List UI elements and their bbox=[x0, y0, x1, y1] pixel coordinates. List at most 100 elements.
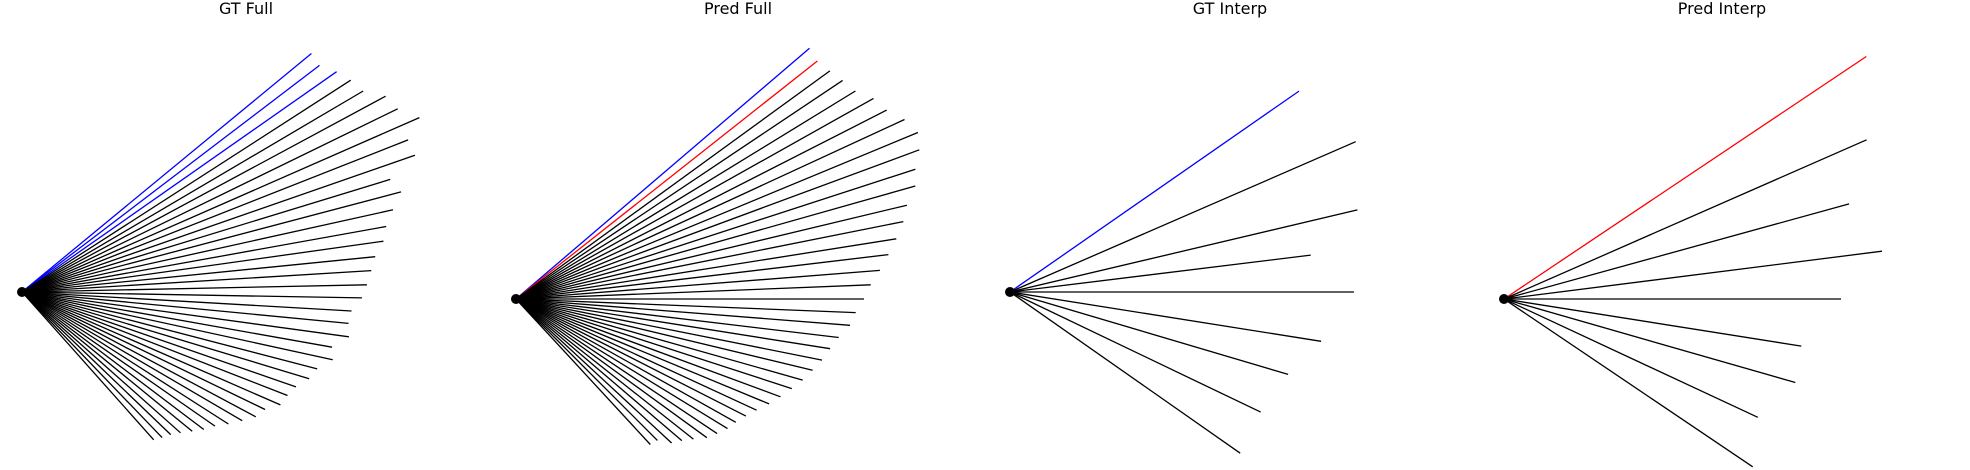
ray-25 bbox=[21, 291, 310, 380]
ray-27 bbox=[21, 291, 288, 397]
ray-29 bbox=[515, 298, 757, 411]
highlight-ray-1 bbox=[515, 60, 818, 300]
ray-20 bbox=[515, 298, 851, 326]
ray-2 bbox=[1009, 209, 1358, 293]
ray-15 bbox=[515, 253, 889, 300]
ray-20 bbox=[21, 291, 349, 325]
ray-38 bbox=[21, 291, 163, 439]
fan-diagram bbox=[511, 47, 920, 445]
ray-34 bbox=[515, 298, 708, 439]
ray-19 bbox=[515, 298, 856, 314]
fan-diagram bbox=[1005, 90, 1358, 454]
ray-2 bbox=[515, 70, 831, 300]
ray-1 bbox=[1503, 139, 1867, 300]
ray-22 bbox=[21, 291, 333, 348]
fan-diagram bbox=[17, 52, 420, 441]
ray-36 bbox=[21, 291, 181, 434]
panel-gt-interp: GT Interp bbox=[984, 0, 1476, 470]
highlight-ray-1 bbox=[21, 64, 320, 293]
ray-36 bbox=[515, 298, 683, 442]
ray-16 bbox=[515, 269, 880, 300]
ray-32 bbox=[515, 298, 728, 430]
ray-8 bbox=[1009, 291, 1241, 454]
ray-14 bbox=[515, 238, 897, 300]
ray-12 bbox=[515, 204, 908, 300]
fan-diagram bbox=[1499, 55, 1883, 468]
panel-gt-interp: Pred Interp bbox=[1476, 0, 1968, 470]
ray-7 bbox=[21, 117, 420, 293]
ray-3 bbox=[1009, 254, 1311, 293]
ray-12 bbox=[21, 209, 394, 293]
ray-6 bbox=[1009, 291, 1289, 376]
ray-26 bbox=[515, 298, 793, 390]
ray-0 bbox=[515, 47, 810, 300]
ray-35 bbox=[21, 291, 193, 432]
highlight-ray-2 bbox=[21, 71, 337, 293]
ray-29 bbox=[21, 291, 266, 411]
ray-10 bbox=[515, 168, 916, 300]
ray-21 bbox=[21, 291, 349, 338]
ray-33 bbox=[515, 298, 718, 435]
ray-8 bbox=[1503, 298, 1754, 468]
ray-23 bbox=[21, 291, 333, 361]
ray-13 bbox=[515, 220, 904, 300]
ray-4 bbox=[21, 90, 364, 293]
ray-37 bbox=[21, 291, 172, 436]
ray-25 bbox=[515, 298, 803, 381]
ray-18 bbox=[21, 291, 362, 299]
ray-5 bbox=[515, 97, 874, 300]
ray-6 bbox=[21, 108, 398, 293]
ray-16 bbox=[21, 269, 372, 293]
ray-3 bbox=[1503, 250, 1883, 300]
ray-10 bbox=[21, 178, 391, 293]
ray-24 bbox=[21, 291, 318, 370]
ray-6 bbox=[1503, 298, 1796, 384]
ray-4 bbox=[515, 90, 856, 300]
ray-5 bbox=[1009, 291, 1322, 342]
ray-24 bbox=[515, 298, 813, 371]
ray-7 bbox=[515, 118, 905, 300]
ray-37 bbox=[515, 298, 673, 444]
panel-gt-full: GT Full bbox=[0, 0, 492, 470]
panel-title: Pred Interp bbox=[1677, 0, 1767, 18]
ray-38 bbox=[515, 298, 658, 441]
origin-dot bbox=[17, 287, 27, 297]
ray-17 bbox=[515, 284, 871, 300]
ray-21 bbox=[515, 298, 839, 339]
ray-3 bbox=[21, 79, 352, 293]
ray-19 bbox=[21, 291, 352, 312]
origin-dot bbox=[1005, 287, 1015, 297]
ray-22 bbox=[515, 298, 831, 350]
ray-39 bbox=[21, 291, 155, 441]
ray-14 bbox=[21, 240, 384, 293]
highlight-ray-0 bbox=[1009, 90, 1300, 293]
ray-28 bbox=[515, 298, 770, 405]
ray-30 bbox=[21, 291, 257, 418]
ray-1 bbox=[1009, 141, 1356, 293]
ray-32 bbox=[21, 291, 229, 425]
ray-31 bbox=[21, 291, 243, 422]
ray-9 bbox=[21, 154, 416, 293]
ray-5 bbox=[1503, 298, 1802, 347]
ray-5 bbox=[21, 95, 386, 293]
ray-17 bbox=[21, 284, 367, 293]
panel-title: GT Interp bbox=[1192, 0, 1268, 18]
ray-33 bbox=[21, 291, 216, 427]
ray-6 bbox=[515, 109, 887, 300]
ray-7 bbox=[1009, 291, 1261, 413]
highlight-ray-0 bbox=[1503, 55, 1867, 300]
origin-dot bbox=[1499, 294, 1509, 304]
ray-23 bbox=[515, 298, 823, 361]
panel-pred-full: Pred Full bbox=[492, 0, 984, 470]
ray-34 bbox=[21, 291, 205, 431]
ray-11 bbox=[21, 191, 402, 293]
ray-3 bbox=[515, 79, 843, 300]
ray-28 bbox=[21, 291, 281, 406]
ray-27 bbox=[515, 298, 781, 398]
ray-11 bbox=[515, 185, 916, 300]
ray-13 bbox=[21, 225, 387, 293]
ray-7 bbox=[1503, 298, 1759, 418]
ray-2 bbox=[1503, 203, 1850, 300]
highlight-ray-0 bbox=[21, 52, 312, 293]
ray-8 bbox=[515, 131, 919, 300]
